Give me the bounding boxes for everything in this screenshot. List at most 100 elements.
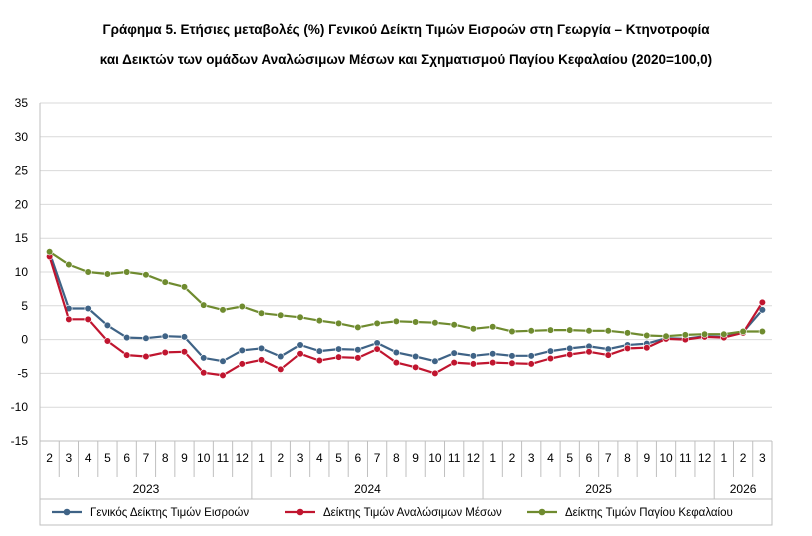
data-point — [257, 309, 266, 317]
legend-swatch-marker — [538, 508, 546, 516]
data-point — [161, 278, 169, 286]
data-point — [277, 365, 285, 373]
x-month-label: 9 — [181, 451, 188, 465]
chart-title-line-2: και Δεικτών των ομάδων Αναλώσιμων Μέσων … — [99, 52, 713, 67]
data-point — [65, 315, 73, 323]
x-month-label: 8 — [624, 451, 631, 465]
x-month-label: 3 — [66, 451, 73, 465]
data-point — [46, 248, 54, 256]
data-point — [412, 318, 420, 326]
data-point — [450, 349, 458, 357]
x-month-label: 10 — [197, 451, 211, 465]
data-point — [180, 283, 189, 291]
x-month-label: 7 — [374, 451, 381, 465]
data-point — [180, 348, 189, 356]
y-tick-label: 10 — [15, 265, 29, 279]
data-point — [373, 345, 381, 353]
x-month-label: 6 — [123, 451, 130, 465]
data-point — [296, 341, 304, 349]
data-point — [604, 351, 612, 359]
data-point — [84, 315, 92, 323]
data-point — [739, 327, 747, 336]
legend-label: Γενικός Δείκτης Τιμών Εισροών — [90, 507, 249, 519]
x-axis: 2 3 4 5 6 7 8 9 10 11 12 1 2 3 4 5 6 7 8 9 10 11 12 1 2 3 4 5 6 7 8 9 10… — [39, 440, 773, 500]
data-point — [354, 346, 362, 354]
data-point — [84, 304, 92, 313]
data-point — [720, 330, 728, 338]
data-point — [373, 339, 381, 347]
legend-label: Δείκτης Τιμών Αναλώσιμων Μέσων — [323, 507, 502, 519]
data-point — [277, 311, 285, 319]
data-point — [489, 350, 497, 358]
data-point — [758, 306, 766, 314]
data-point — [469, 360, 478, 368]
data-point — [431, 369, 439, 378]
data-point — [315, 347, 323, 355]
data-point — [585, 348, 593, 356]
data-point — [315, 356, 323, 365]
x-month-label: 12 — [467, 451, 481, 465]
x-month-label: 2 — [740, 451, 747, 465]
data-point — [123, 268, 131, 276]
x-month-label: 1 — [489, 451, 496, 465]
data-point — [354, 323, 362, 332]
x-month-label: 11 — [217, 451, 230, 465]
x-month-label: 5 — [335, 451, 342, 465]
data-point — [527, 360, 535, 368]
data-point — [662, 332, 670, 340]
x-month-label: 11 — [679, 451, 692, 465]
x-month-label: 6 — [586, 451, 593, 465]
data-point — [257, 344, 266, 352]
data-point — [700, 330, 709, 338]
x-month-label: 9 — [643, 451, 650, 465]
x-year-label: 2024 — [354, 482, 381, 496]
data-point — [257, 356, 266, 364]
data-point — [334, 353, 343, 361]
data-point — [546, 354, 555, 363]
data-point — [142, 271, 150, 279]
y-tick-label: 15 — [15, 231, 29, 245]
x-month-label: 1 — [258, 451, 265, 465]
x-month-label: 10 — [659, 451, 673, 465]
data-point — [334, 319, 343, 327]
data-point — [469, 325, 478, 333]
data-point — [566, 344, 574, 352]
data-point — [123, 333, 131, 342]
x-month-label: 4 — [316, 451, 323, 465]
x-month-label: 5 — [104, 451, 111, 465]
data-point — [392, 317, 400, 325]
data-point — [623, 344, 632, 352]
data-point — [469, 352, 478, 360]
y-axis: 35 30 25 20 15 10 5 0 -5 -10 -15 — [11, 96, 41, 448]
data-point — [123, 351, 131, 359]
y-tick-label: 0 — [21, 333, 28, 347]
data-point — [489, 358, 497, 367]
data-point — [392, 358, 400, 367]
data-point — [566, 350, 574, 359]
legend-swatch-marker — [296, 508, 304, 516]
data-point — [296, 350, 304, 358]
data-point — [450, 321, 458, 329]
data-point — [296, 313, 304, 321]
data-point — [681, 331, 689, 339]
x-month-label: 2 — [509, 451, 516, 465]
data-point — [200, 369, 208, 377]
legend: Γενικός Δείκτης Τιμών Εισροών Δείκτης Τιμ… — [39, 498, 773, 526]
data-point — [527, 327, 535, 335]
data-point — [103, 270, 112, 278]
x-month-label: 7 — [605, 451, 612, 465]
data-point — [238, 302, 246, 311]
x-month-label: 3 — [759, 451, 766, 465]
data-point — [546, 326, 555, 334]
data-point — [527, 352, 535, 360]
x-month-label: 11 — [448, 451, 461, 465]
data-point — [238, 360, 246, 368]
y-tick-label: 5 — [21, 299, 28, 313]
data-point — [219, 306, 227, 314]
legend-swatch-marker — [63, 508, 71, 516]
data-point — [585, 327, 593, 335]
data-point — [758, 298, 766, 307]
data-point — [489, 323, 497, 331]
data-point — [161, 332, 169, 340]
data-point — [412, 352, 420, 361]
